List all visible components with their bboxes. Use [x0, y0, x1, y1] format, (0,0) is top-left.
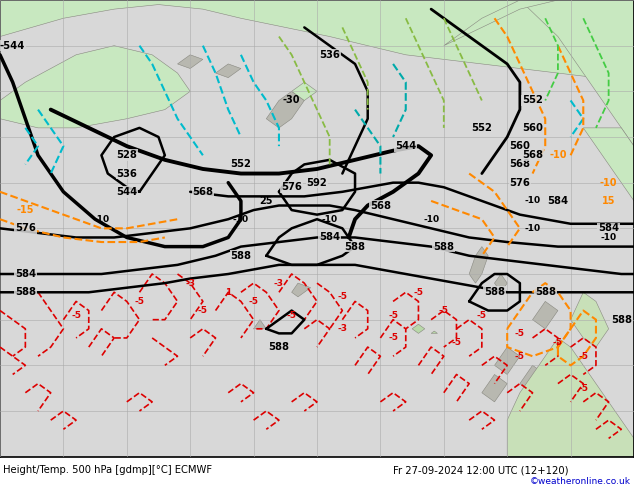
Text: -3: -3 [337, 324, 347, 333]
Polygon shape [520, 0, 634, 146]
Polygon shape [520, 366, 545, 393]
Text: 568: 568 [522, 150, 543, 160]
Text: Height/Temp. 500 hPa [gdmp][°C] ECMWF: Height/Temp. 500 hPa [gdmp][°C] ECMWF [3, 465, 212, 475]
Text: -10: -10 [423, 215, 439, 224]
Text: -5: -5 [134, 297, 145, 306]
Text: 25: 25 [259, 196, 273, 206]
Polygon shape [266, 91, 304, 128]
Text: Fr 27-09-2024 12:00 UTC (12+120): Fr 27-09-2024 12:00 UTC (12+120) [393, 465, 569, 475]
Polygon shape [292, 283, 311, 297]
Polygon shape [482, 374, 507, 402]
Polygon shape [178, 55, 203, 69]
Text: 544: 544 [395, 141, 417, 151]
Text: -10: -10 [524, 224, 541, 233]
Text: 560: 560 [522, 123, 543, 133]
Text: 588: 588 [433, 242, 455, 251]
Text: 536: 536 [320, 50, 340, 60]
Polygon shape [469, 246, 488, 283]
Text: 576: 576 [15, 223, 36, 233]
Text: 568: 568 [370, 200, 391, 211]
Text: -10: -10 [600, 178, 618, 188]
Text: 584: 584 [319, 232, 340, 243]
Polygon shape [444, 0, 558, 46]
Polygon shape [507, 338, 634, 457]
Text: -10: -10 [524, 196, 541, 205]
Text: 544: 544 [116, 187, 138, 197]
Text: 576: 576 [510, 178, 530, 188]
Text: -5: -5 [515, 352, 525, 361]
Text: -10: -10 [233, 215, 249, 224]
Text: -5: -5 [337, 293, 347, 301]
Text: 1: 1 [225, 288, 231, 297]
Text: 588: 588 [15, 287, 36, 297]
Text: 592: 592 [307, 178, 327, 188]
Text: -30: -30 [283, 96, 301, 105]
Text: -5: -5 [388, 333, 398, 343]
Text: -5: -5 [451, 338, 462, 347]
Text: -5: -5 [477, 311, 487, 319]
Text: -10: -10 [549, 150, 567, 160]
Text: -3: -3 [274, 279, 284, 288]
Text: ©weatheronline.co.uk: ©weatheronline.co.uk [530, 477, 631, 486]
Text: 536: 536 [117, 169, 137, 178]
Text: -10: -10 [321, 215, 338, 224]
Text: 568: 568 [192, 187, 214, 197]
Text: 552: 552 [472, 123, 492, 133]
Text: 588: 588 [484, 287, 505, 297]
Text: 588: 588 [611, 315, 632, 325]
Text: 588: 588 [268, 342, 290, 352]
Text: 584: 584 [547, 196, 569, 206]
Text: -5: -5 [578, 384, 588, 392]
Text: -5: -5 [578, 352, 588, 361]
Text: 15: 15 [602, 196, 616, 206]
Text: 588: 588 [534, 287, 556, 297]
Polygon shape [254, 319, 266, 329]
Text: 588: 588 [344, 242, 366, 251]
Polygon shape [0, 46, 190, 128]
Polygon shape [216, 64, 241, 77]
Text: 552: 552 [231, 159, 251, 170]
Polygon shape [0, 0, 634, 82]
Polygon shape [431, 331, 437, 333]
Text: -5: -5 [198, 306, 208, 315]
Text: -5: -5 [388, 311, 398, 319]
Text: -5: -5 [413, 288, 424, 297]
Text: 584: 584 [598, 223, 619, 233]
Polygon shape [292, 82, 317, 100]
Polygon shape [583, 128, 634, 201]
Text: 560: 560 [510, 141, 530, 151]
Text: 528: 528 [117, 150, 137, 160]
Text: -3: -3 [185, 279, 195, 288]
Polygon shape [495, 347, 520, 374]
Text: -5: -5 [71, 311, 81, 319]
Polygon shape [533, 301, 558, 329]
Text: -15: -15 [16, 205, 34, 215]
Text: -10: -10 [600, 233, 617, 242]
Text: 552: 552 [522, 96, 543, 105]
Text: -5: -5 [515, 329, 525, 338]
Text: -5: -5 [439, 306, 449, 315]
Text: -544: -544 [0, 41, 25, 50]
Text: -5: -5 [553, 338, 563, 347]
Polygon shape [412, 324, 425, 333]
Text: 568: 568 [509, 159, 531, 170]
Text: 584: 584 [15, 269, 36, 279]
Polygon shape [495, 274, 507, 292]
Text: -5: -5 [249, 297, 259, 306]
Text: -10: -10 [93, 215, 110, 224]
Text: 576: 576 [281, 182, 302, 192]
Polygon shape [571, 292, 609, 347]
Text: 588: 588 [230, 251, 252, 261]
Text: -5: -5 [287, 311, 297, 319]
